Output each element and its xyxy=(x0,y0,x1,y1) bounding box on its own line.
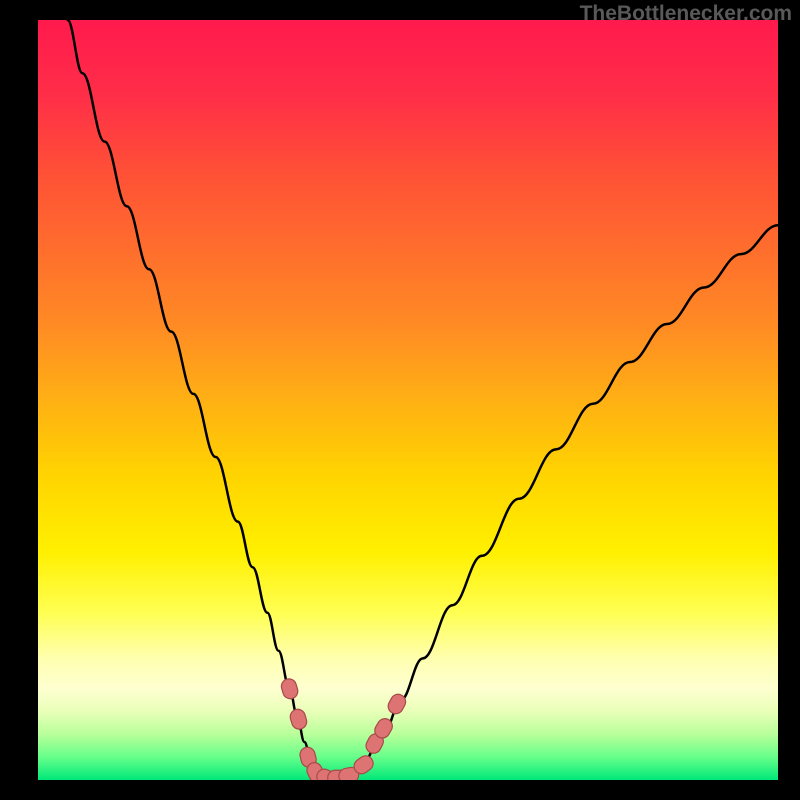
watermark-label: TheBottlenecker.com xyxy=(580,2,792,26)
chart-container: TheBottlenecker.com xyxy=(0,0,800,800)
chart-svg xyxy=(38,20,778,780)
plot-background xyxy=(38,20,778,780)
plot-area xyxy=(38,20,778,780)
